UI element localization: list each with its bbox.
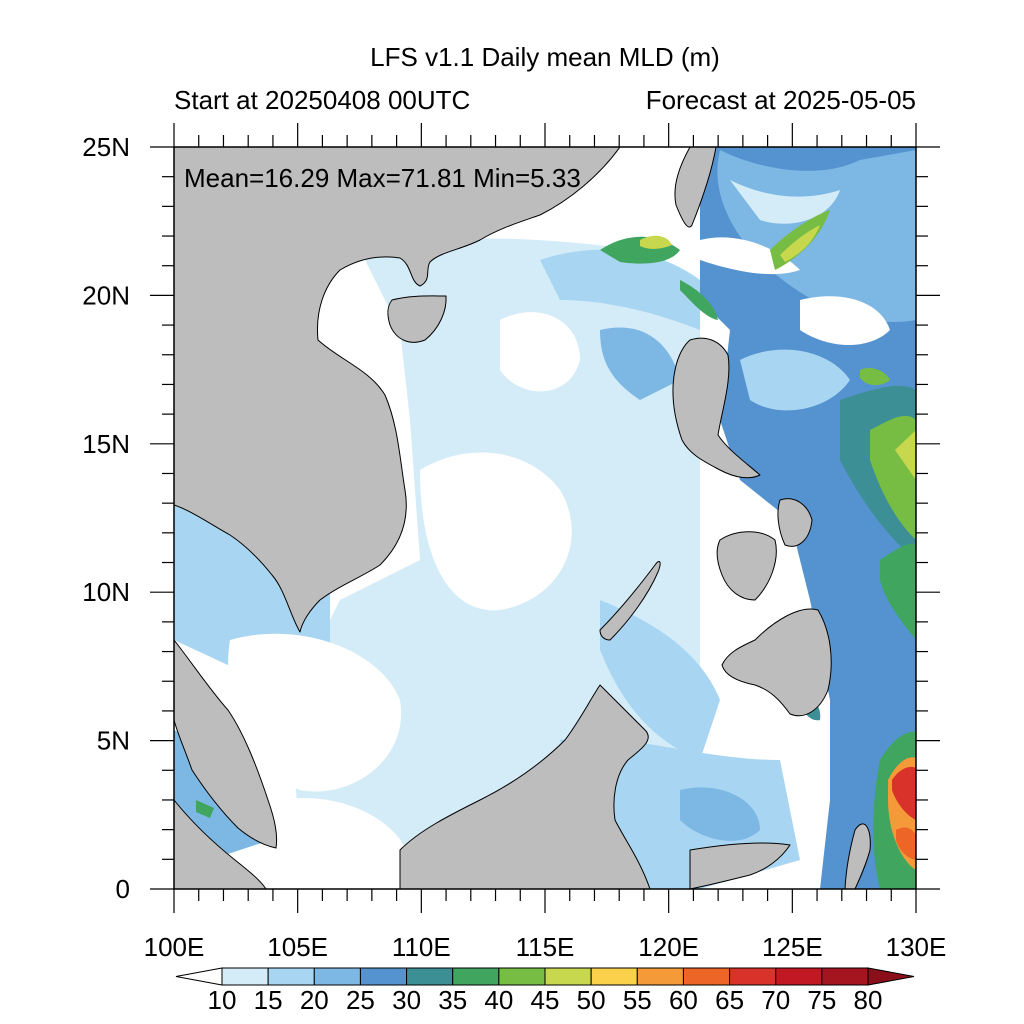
map-panel	[174, 147, 916, 889]
land-mainland-asia	[174, 147, 621, 633]
land-malay-peninsula	[174, 639, 278, 849]
colorbar-label: 25	[346, 985, 375, 1015]
colorbar-label: 60	[669, 985, 698, 1015]
x-tick-label: 110E	[392, 932, 451, 962]
colorbar-box	[267, 967, 315, 986]
land-borneo	[399, 684, 651, 889]
colorbar-box	[498, 967, 546, 986]
y-tick-label: 0	[116, 874, 130, 904]
colorbar-label: 20	[300, 985, 329, 1015]
colorbar-low-triangle	[175, 967, 223, 986]
colorbar-box	[821, 967, 869, 986]
colorbar-label: 15	[254, 985, 283, 1015]
colorbar: 10 15 20 25 30 35 40 45 50 55 60 65 70 75 80	[175, 967, 915, 1015]
stats-annotation: Mean=16.29 Max=71.81 Min=5.33	[184, 163, 581, 193]
land-visayas	[716, 531, 777, 601]
colorbar-box	[359, 967, 408, 986]
colorbar-box	[729, 967, 777, 986]
colorbar-label: 70	[761, 985, 790, 1015]
colorbar-high-triangle	[867, 967, 915, 986]
land-sumatra	[174, 799, 267, 889]
land-luzon	[672, 337, 761, 479]
x-tick-label: 125E	[762, 932, 823, 962]
y-tick-label: 10N	[82, 577, 130, 607]
colorbar-box	[544, 967, 592, 986]
colorbar-box	[590, 967, 638, 986]
colorbar-box	[452, 967, 500, 986]
y-tick-label: 25N	[82, 132, 130, 162]
land-sulawesi	[689, 842, 791, 889]
figure-title: LFS v1.1 Daily mean MLD (m)	[370, 42, 720, 72]
colorbar-label: 40	[484, 985, 513, 1015]
colorbar-box	[682, 967, 731, 986]
land-taiwan	[674, 147, 717, 228]
colorbar-box	[406, 967, 454, 986]
colorbar-box	[775, 967, 823, 986]
map-axes: 100E 105E 110E 115E 120E 125E 130E 25N 20N 15N 10N…	[82, 123, 946, 962]
colorbar-box	[636, 967, 684, 986]
colorbar-label: 55	[623, 985, 652, 1015]
land-mindanao	[721, 608, 832, 717]
x-tick-label: 100E	[144, 932, 205, 962]
land-halmahera	[844, 823, 871, 889]
colorbar-label: 50	[577, 985, 606, 1015]
colorbar-label: 75	[807, 985, 836, 1015]
x-tick-label: 120E	[638, 932, 699, 962]
land-masses	[174, 147, 871, 889]
x-tick-label: 105E	[267, 932, 328, 962]
colorbar-label: 10	[208, 985, 237, 1015]
colorbar-label: 45	[531, 985, 560, 1015]
forecast-time-label: Forecast at 2025-05-05	[646, 85, 916, 115]
start-time-label: Start at 20250408 00UTC	[174, 85, 470, 115]
colorbar-box	[221, 967, 269, 986]
land-hainan-island	[387, 295, 447, 343]
y-tick-label: 15N	[82, 429, 130, 459]
x-tick-label: 130E	[886, 932, 947, 962]
y-tick-label: 5N	[97, 726, 130, 756]
x-tick-label: 115E	[516, 932, 575, 962]
y-tick-label: 20N	[82, 280, 130, 310]
land-palawan	[599, 561, 661, 641]
colorbar-label: 80	[854, 985, 883, 1015]
colorbar-box	[313, 967, 361, 986]
colorbar-label: 30	[392, 985, 421, 1015]
colorbar-label: 35	[438, 985, 467, 1015]
colorbar-label: 65	[715, 985, 744, 1015]
land-samar	[777, 498, 813, 547]
